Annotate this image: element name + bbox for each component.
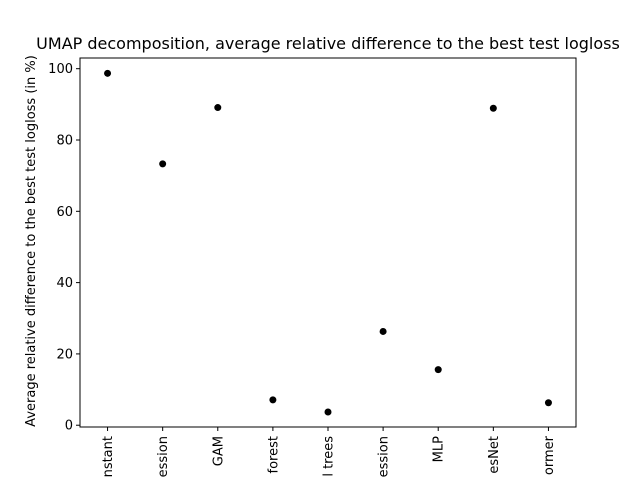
x-tick-label: ormer: [542, 435, 557, 475]
y-tick-label: 0: [65, 419, 73, 434]
data-point: [269, 396, 277, 404]
x-tick-label: forest: [266, 436, 281, 473]
y-tick-label: 60: [56, 205, 73, 220]
data-point: [489, 104, 497, 112]
x-tick-label: ession: [377, 436, 392, 477]
x-tick-label: ession: [156, 436, 171, 477]
data-point: [544, 399, 552, 407]
plot-frame: [79, 57, 577, 428]
x-tick-label: nstant: [101, 436, 116, 477]
x-axis: nstant ession GAM forest l trees ession MLP esN…: [101, 427, 557, 477]
data-points: [104, 69, 552, 416]
y-tick-label: 40: [56, 276, 73, 291]
y-axis-label: Average relative difference to the best …: [24, 55, 39, 427]
data-point: [379, 327, 387, 335]
x-tick-label: MLP: [432, 436, 447, 462]
x-tick-label: esNet: [487, 436, 502, 474]
y-axis: 0 20 40 60 80 100: [48, 62, 80, 434]
x-tick-label: l trees: [322, 436, 337, 477]
data-point: [104, 69, 112, 77]
y-tick-label: 20: [56, 347, 73, 362]
y-tick-label: 80: [56, 134, 73, 149]
data-point: [434, 366, 442, 374]
chart-title: UMAP decomposition, average relative dif…: [36, 34, 620, 53]
data-point: [214, 104, 222, 112]
data-point: [324, 408, 332, 416]
x-tick-label: GAM: [211, 436, 226, 466]
data-point: [159, 160, 167, 168]
y-tick-label: 100: [48, 62, 73, 77]
